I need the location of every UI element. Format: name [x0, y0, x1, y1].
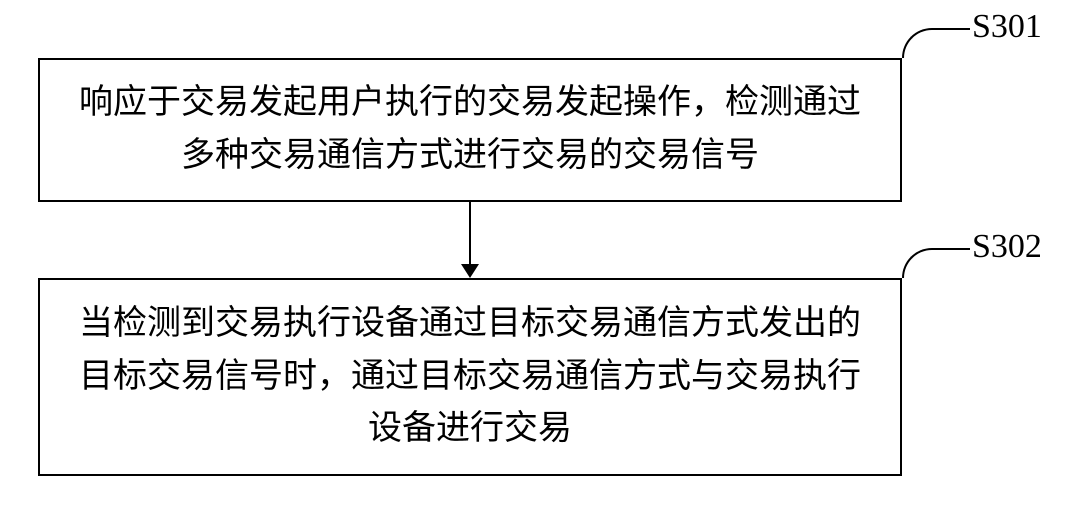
step-label-s301: S301 — [972, 8, 1042, 46]
flowchart-node-s301: 响应于交易发起用户执行的交易发起操作，检测通过多种交易通信方式进行交易的交易信号 — [38, 58, 902, 202]
node-text: 当检测到交易执行设备通过目标交易通信方式发出的目标交易信号时，通过目标交易通信方… — [64, 298, 876, 456]
flowchart-arrow — [469, 202, 471, 264]
callout-s302 — [902, 248, 970, 278]
flowchart-canvas: 响应于交易发起用户执行的交易发起操作，检测通过多种交易通信方式进行交易的交易信号… — [0, 0, 1080, 511]
callout-s301 — [902, 28, 970, 58]
step-label-s302: S302 — [972, 228, 1042, 266]
node-text: 响应于交易发起用户执行的交易发起操作，检测通过多种交易通信方式进行交易的交易信号 — [64, 77, 876, 182]
flowchart-arrowhead — [461, 264, 479, 278]
flowchart-node-s302: 当检测到交易执行设备通过目标交易通信方式发出的目标交易信号时，通过目标交易通信方… — [38, 278, 902, 476]
